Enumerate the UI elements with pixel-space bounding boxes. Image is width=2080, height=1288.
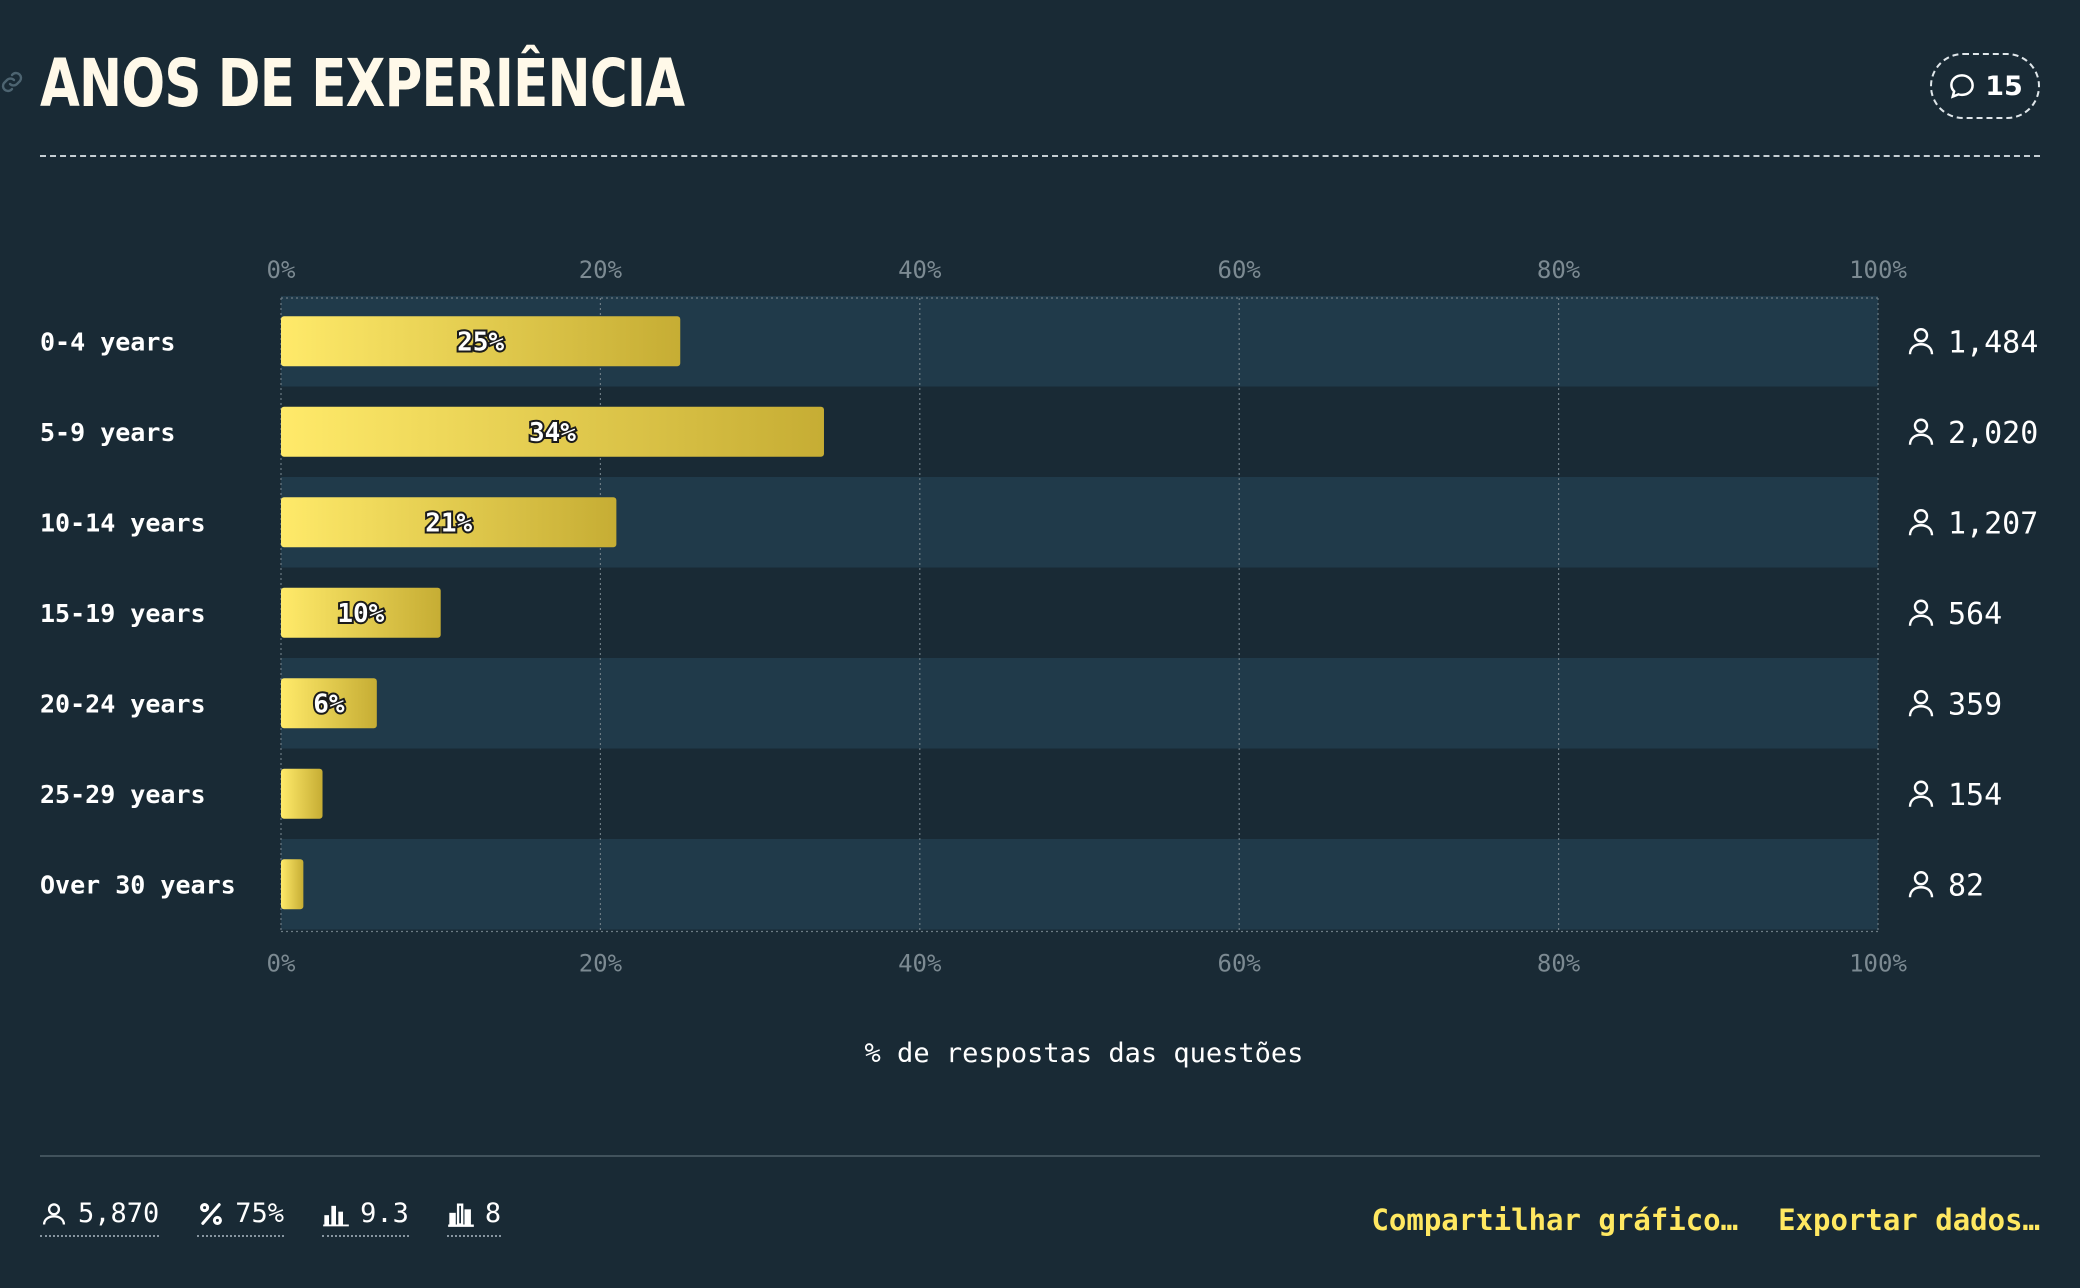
- person-icon: [42, 1202, 66, 1225]
- category-label: Over 30 years: [40, 870, 236, 899]
- person-icon: [1908, 871, 1934, 898]
- bar-chart: 0% 0% 20% 20% 40% 40% 60% 60% 80% 80% 100% 100% 0-4 …: [40, 240, 2040, 1000]
- x-axis-title-text: % de respostas das questões: [864, 1038, 1304, 1069]
- average-stat[interactable]: 9.3: [322, 1198, 409, 1237]
- share-chart-button[interactable]: Compartilhar gráfico…: [1371, 1203, 1739, 1237]
- comments-button[interactable]: 15: [1930, 53, 2040, 119]
- bar: [281, 587, 441, 638]
- category-label: 20-24 years: [40, 689, 206, 718]
- bar-value-label: 21%: [425, 508, 472, 538]
- bar-value-label: 6%: [313, 689, 345, 719]
- x-tick-label-bottom: 60%: [1218, 950, 1262, 978]
- speech-bubble-icon: [1950, 74, 1975, 99]
- category-label: 10-14 years: [40, 508, 206, 537]
- bar: [281, 859, 304, 910]
- person-icon: [1908, 690, 1934, 717]
- bar-value-label: 25%: [457, 327, 504, 357]
- x-tick-label-top: 40%: [898, 256, 942, 284]
- x-tick-label-bottom: 0%: [267, 950, 296, 978]
- category-label: 5-9 years: [40, 418, 175, 447]
- respondent-count: 564: [1948, 597, 2002, 632]
- respondent-count: 359: [1948, 687, 2002, 722]
- link-icon[interactable]: [0, 70, 24, 94]
- average-value: 9.3: [360, 1198, 409, 1229]
- median-value: 8: [484, 1198, 502, 1229]
- bar: [281, 768, 323, 819]
- chart-svg: 0% 0% 20% 20% 40% 40% 60% 60% 80% 80% 100% 100% 0-4 …: [40, 256, 2038, 978]
- x-tick-label-bottom: 20%: [579, 950, 623, 978]
- person-icon: [1908, 780, 1934, 807]
- bar-chart-outline-icon: [448, 1203, 474, 1227]
- x-tick-label-top: 80%: [1537, 256, 1581, 284]
- bar: [281, 497, 617, 548]
- page-title: ANOS DE EXPERIÊNCIA: [40, 45, 685, 122]
- respondents-stat[interactable]: 5,870: [40, 1198, 160, 1237]
- row-band: [281, 839, 1878, 930]
- x-tick-label-bottom: 40%: [898, 950, 942, 978]
- x-tick-label-top: 100%: [1849, 256, 1907, 284]
- bar-chart-icon: [323, 1205, 349, 1226]
- percentage-value: 75%: [235, 1198, 285, 1229]
- respondent-count: 1,484: [1948, 325, 2038, 360]
- bar: [281, 406, 824, 457]
- footer-divider: [40, 1155, 2040, 1157]
- x-tick-label-top: 20%: [579, 256, 623, 284]
- footer-actions: Compartilhar gráfico… Exportar dados…: [1371, 1203, 2040, 1237]
- row-band: [281, 658, 1878, 749]
- category-label: 0-4 years: [40, 327, 175, 356]
- percent-icon: [200, 1202, 223, 1225]
- bar: [281, 678, 377, 729]
- x-tick-label-top: 60%: [1218, 256, 1262, 284]
- person-icon: [1908, 418, 1934, 445]
- header-divider: [40, 155, 2040, 157]
- bar: [281, 316, 681, 367]
- footer-stats: 5,870 75% 9.3 8: [40, 1198, 502, 1237]
- x-tick-label-bottom: 100%: [1849, 950, 1907, 978]
- person-icon: [1908, 509, 1934, 536]
- bar-value-label: 34%: [529, 418, 576, 448]
- respondent-count: 2,020: [1948, 416, 2038, 451]
- respondents-value: 5,870: [78, 1198, 160, 1229]
- comment-count: 15: [1985, 70, 2023, 102]
- category-label: 25-29 years: [40, 780, 206, 809]
- x-tick-label-top: 0%: [267, 256, 296, 284]
- export-data-button[interactable]: Exportar dados…: [1778, 1203, 2040, 1237]
- respondent-count: 1,207: [1948, 506, 2038, 541]
- x-axis-title: % de respostas das questões: [0, 1038, 2080, 1069]
- x-tick-label-bottom: 80%: [1537, 950, 1581, 978]
- median-stat[interactable]: 8: [446, 1198, 502, 1237]
- bar-value-label: 10%: [337, 599, 384, 629]
- respondent-count: 82: [1948, 868, 1984, 903]
- respondent-count: 154: [1948, 778, 2002, 813]
- category-label: 15-19 years: [40, 599, 206, 628]
- percentage-stat[interactable]: 75%: [197, 1198, 285, 1237]
- person-icon: [1908, 599, 1934, 626]
- person-icon: [1908, 328, 1934, 355]
